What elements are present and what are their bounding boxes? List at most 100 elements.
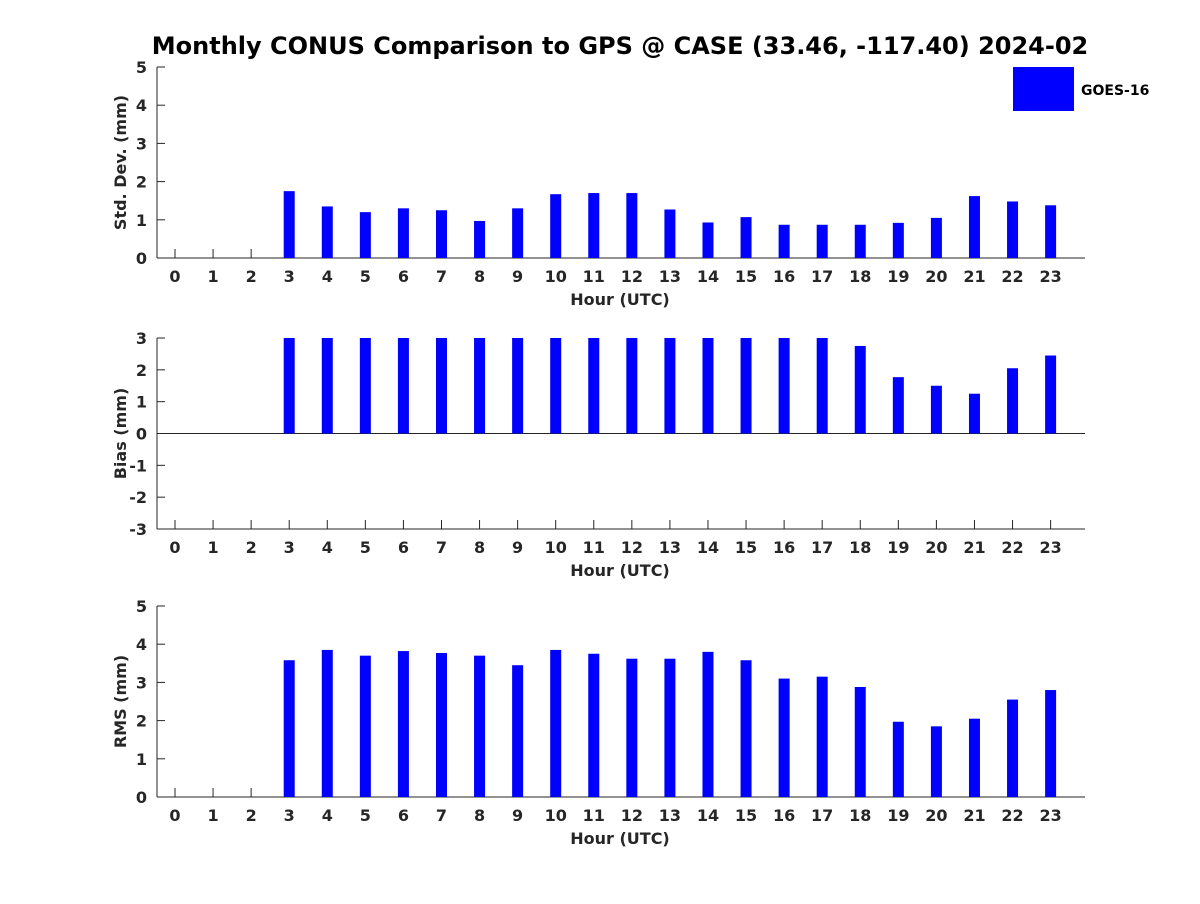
y-tick-label: 0 <box>136 788 147 807</box>
y-tick-label: 4 <box>136 635 147 654</box>
bar-hour-10 <box>550 649 562 797</box>
x-tick-label: 15 <box>735 806 757 825</box>
x-tick-label: 2 <box>246 806 257 825</box>
bar-hour-6 <box>397 338 409 434</box>
x-tick-label: 17 <box>811 538 833 557</box>
x-tick-label: 18 <box>849 806 871 825</box>
x-tick-label: 1 <box>207 538 218 557</box>
x-tick-label: 4 <box>322 267 333 286</box>
y-tick-label: 5 <box>136 597 147 616</box>
x-tick-label: 11 <box>583 806 605 825</box>
x-tick-label: 18 <box>849 538 871 557</box>
bar-hour-16 <box>778 224 790 258</box>
x-tick-label: 10 <box>545 538 567 557</box>
legend-label: GOES-16 <box>1081 83 1149 99</box>
bar-hour-7 <box>435 652 447 797</box>
x-tick-label: 23 <box>1039 806 1061 825</box>
x-tick-label: 8 <box>474 806 485 825</box>
x-axis-label: Hour (UTC) <box>570 829 670 848</box>
x-tick-label: 20 <box>925 267 947 286</box>
x-tick-label: 20 <box>925 538 947 557</box>
bar-hour-11 <box>588 338 600 434</box>
x-tick-label: 4 <box>322 806 333 825</box>
bar-hour-18 <box>854 686 866 797</box>
x-tick-label: 16 <box>773 267 795 286</box>
x-tick-label: 12 <box>621 538 643 557</box>
x-tick-label: 6 <box>398 806 409 825</box>
bar-hour-4 <box>321 649 333 797</box>
bar-hour-10 <box>550 194 562 258</box>
bar-hour-15 <box>740 660 752 797</box>
x-tick-label: 14 <box>697 538 719 557</box>
bar-hour-9 <box>512 338 524 434</box>
x-tick-label: 13 <box>659 806 681 825</box>
x-tick-label: 22 <box>1001 538 1023 557</box>
bar-hour-5 <box>359 338 371 434</box>
bar-hour-19 <box>892 222 904 258</box>
y-axis-label: RMS (mm) <box>111 655 130 748</box>
bar-hour-12 <box>626 193 638 258</box>
bar-hour-18 <box>854 345 866 434</box>
x-tick-label: 11 <box>583 267 605 286</box>
legend-swatch <box>1013 67 1074 111</box>
x-tick-label: 13 <box>659 538 681 557</box>
bar-hour-6 <box>397 208 409 258</box>
bar-hour-12 <box>626 658 638 797</box>
x-tick-label: 20 <box>925 806 947 825</box>
x-tick-label: 6 <box>398 538 409 557</box>
y-tick-label: -2 <box>129 488 147 507</box>
legend: GOES-16 <box>1013 67 1149 111</box>
bar-hour-4 <box>321 206 333 258</box>
x-tick-label: 1 <box>207 267 218 286</box>
bar-hour-8 <box>474 338 486 434</box>
x-tick-label: 19 <box>887 806 909 825</box>
x-tick-label: 21 <box>963 806 985 825</box>
x-tick-label: 2 <box>246 267 257 286</box>
y-tick-label: 3 <box>136 673 147 692</box>
bar-hour-6 <box>397 651 409 797</box>
bar-hour-13 <box>664 338 676 434</box>
bar-hour-7 <box>435 210 447 258</box>
bar-hour-20 <box>930 217 942 258</box>
bar-hour-11 <box>588 653 600 797</box>
bar-hour-14 <box>702 222 714 258</box>
y-tick-label: 0 <box>136 425 147 444</box>
bar-hour-22 <box>1007 201 1019 258</box>
bar-hour-5 <box>359 212 371 258</box>
x-tick-label: 10 <box>545 267 567 286</box>
x-tick-label: 9 <box>512 267 523 286</box>
y-axis-label: Bias (mm) <box>111 388 130 480</box>
bar-hour-21 <box>968 718 980 797</box>
x-tick-label: 0 <box>169 267 180 286</box>
bar-hour-3 <box>283 338 295 434</box>
bar-hour-21 <box>968 196 980 258</box>
y-tick-label: 2 <box>136 173 147 192</box>
x-tick-label: 1 <box>207 806 218 825</box>
x-tick-label: 3 <box>284 538 295 557</box>
y-tick-label: 3 <box>136 134 147 153</box>
x-tick-label: 6 <box>398 267 409 286</box>
x-tick-label: 16 <box>773 806 795 825</box>
x-tick-label: 12 <box>621 267 643 286</box>
y-tick-label: -1 <box>129 456 147 475</box>
bar-hour-22 <box>1007 368 1019 434</box>
bar-hour-17 <box>816 676 828 797</box>
x-tick-label: 2 <box>246 538 257 557</box>
bar-hour-12 <box>626 338 638 434</box>
y-axis-label: Std. Dev. (mm) <box>111 95 130 230</box>
y-tick-label: 4 <box>136 96 147 115</box>
x-tick-label: 14 <box>697 267 719 286</box>
x-tick-label: 9 <box>512 806 523 825</box>
y-tick-label: 1 <box>136 211 147 230</box>
y-tick-label: 3 <box>136 329 147 348</box>
y-tick-label: 2 <box>136 361 147 380</box>
bar-hour-19 <box>892 377 904 434</box>
x-tick-label: 14 <box>697 806 719 825</box>
x-tick-label: 12 <box>621 806 643 825</box>
x-tick-label: 0 <box>169 806 180 825</box>
x-tick-label: 10 <box>545 806 567 825</box>
bar-hour-20 <box>930 726 942 797</box>
bar-hour-14 <box>702 338 714 434</box>
